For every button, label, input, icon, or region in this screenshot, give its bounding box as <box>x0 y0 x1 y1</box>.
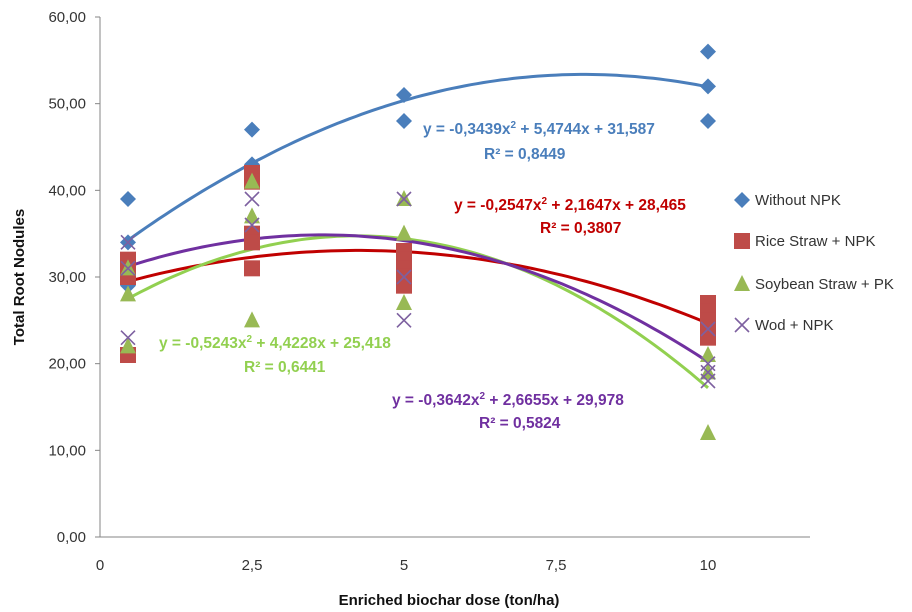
y-axis-title: Total Root Nodules <box>11 209 28 345</box>
equation-text: y = -0,3439x <box>423 121 511 138</box>
legend-marker-diamond <box>734 192 750 208</box>
r-squared: R² = 0,8449 <box>484 146 566 163</box>
x-tick-label: 7,5 <box>546 557 567 574</box>
equation-rest: + 2,6655x + 29,978 <box>485 392 624 409</box>
equation-text: y = -0,3642x <box>392 392 480 409</box>
data-point-triangle <box>700 346 716 362</box>
y-tick-label: 50,00 <box>48 96 86 113</box>
data-point-triangle <box>396 225 412 241</box>
x-tick-label: 5 <box>400 557 408 574</box>
data-point-triangle <box>700 424 716 440</box>
data-point-diamond <box>396 113 412 129</box>
data-point-diamond <box>700 44 716 60</box>
data-point-diamond <box>120 191 136 207</box>
data-point-diamond <box>244 122 260 138</box>
data-point-x <box>397 313 411 327</box>
legend-marker-square <box>734 233 750 249</box>
legend-marker-triangle <box>734 275 750 291</box>
legend-label: Without NPK <box>755 192 841 209</box>
y-tick-labels: 0,00 10,00 20,00 30,00 40,00 50,00 60,00 <box>48 9 100 546</box>
r-squared: R² = 0,6441 <box>244 359 326 376</box>
data-point-square <box>700 330 716 346</box>
trend-equation: y = -0,5243x2 + 4,4228x + 25,418 <box>159 334 391 352</box>
r-squared: R² = 0,3807 <box>540 220 621 237</box>
legend: Without NPK Rice Straw + NPK Soybean Straw… <box>734 192 894 334</box>
data-point-square <box>396 278 412 294</box>
data-point-diamond <box>700 113 716 129</box>
data-point-square <box>244 234 260 250</box>
data-point-triangle <box>120 337 136 353</box>
y-tick-label: 60,00 <box>48 9 86 26</box>
y-tick-label: 0,00 <box>57 529 86 546</box>
equation-text: y = -0,5243x <box>159 335 247 352</box>
legend-item: Wod + NPK <box>735 317 834 334</box>
data-point-triangle <box>244 207 260 223</box>
data-point-diamond <box>700 78 716 94</box>
legend-item: Without NPK <box>734 192 841 209</box>
x-tick-label: 0 <box>96 557 104 574</box>
legend-marker-x <box>735 318 749 332</box>
legend-label: Soybean Straw + PK <box>755 276 894 293</box>
y-tick-label: 20,00 <box>48 356 86 373</box>
axes <box>100 17 810 537</box>
data-point-triangle <box>244 311 260 327</box>
y-tick-label: 10,00 <box>48 442 86 459</box>
data-point-square <box>244 260 260 276</box>
y-tick-label: 30,00 <box>48 269 86 286</box>
x-tick-label: 10 <box>700 557 717 574</box>
trend-equation: y = -0,2547x2 + 2,1647x + 28,465 <box>454 196 686 214</box>
y-tick-label: 40,00 <box>48 182 86 199</box>
equation-text: y = -0,2547x <box>454 197 542 214</box>
legend-item: Soybean Straw + PK <box>734 275 894 293</box>
trend-equation: y = -0,3642x2 + 2,6655x + 29,978 <box>392 391 624 409</box>
legend-label: Wod + NPK <box>755 317 834 334</box>
x-tick-label: 2,5 <box>242 557 263 574</box>
data-point-triangle <box>396 294 412 310</box>
trend-equation: y = -0,3439x2 + 5,4744x + 31,587 <box>423 120 655 138</box>
x-axis-title: Enriched biochar dose (ton/ha) <box>339 592 560 609</box>
legend-label: Rice Straw + NPK <box>755 233 875 250</box>
data-point-x <box>245 192 259 206</box>
trend-equations: y = -0,3439x2 + 5,4744x + 31,587 R² = 0,8… <box>159 120 686 432</box>
x-tick-labels: 0 2,5 5 7,5 10 <box>96 557 717 574</box>
trendline-0 <box>128 74 708 240</box>
equation-rest: + 5,4744x + 31,587 <box>516 121 655 138</box>
legend-item: Rice Straw + NPK <box>734 233 875 250</box>
r-squared: R² = 0,5824 <box>479 415 561 432</box>
equation-rest: + 2,1647x + 28,465 <box>547 197 686 214</box>
equation-rest: + 4,4228x + 25,418 <box>252 335 391 352</box>
